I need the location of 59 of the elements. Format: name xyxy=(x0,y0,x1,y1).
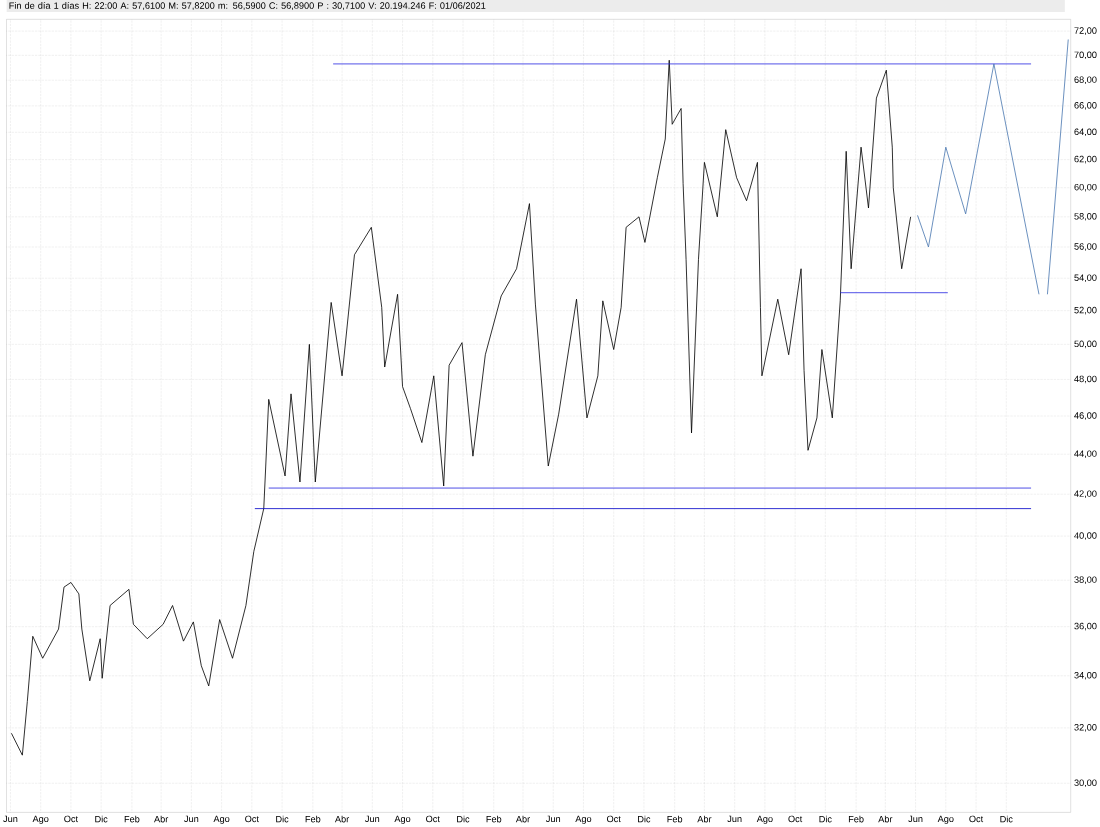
x-tick-label: Abr xyxy=(334,815,350,823)
x-tick-label: Oct xyxy=(245,815,259,823)
y-tick-label: 38,00 xyxy=(1074,576,1097,585)
x-tick-label: Dic xyxy=(638,815,651,823)
x-tick-label: Jun xyxy=(908,815,923,823)
x-tick-label: Jun xyxy=(184,815,199,823)
x-tick-label: Ago xyxy=(32,815,49,824)
x-tick-label: Oct xyxy=(607,815,621,823)
x-tick-label: Abr xyxy=(878,815,893,823)
x-tick-label: Ago xyxy=(937,815,954,824)
y-tick-label: 36,00 xyxy=(1074,622,1097,631)
x-tick-label: Oct xyxy=(64,815,78,823)
x-tick-label: Oct xyxy=(788,815,803,823)
y-tick-label: 66,00 xyxy=(1074,102,1097,110)
y-tick-label: 52,00 xyxy=(1074,306,1097,315)
x-tick-label: Dic xyxy=(457,815,470,823)
x-tick-label: Jun xyxy=(365,815,380,823)
y-tick-label: 60,00 xyxy=(1074,183,1097,192)
x-tick-label: Oct xyxy=(426,815,440,823)
x-tick-label: Jun xyxy=(3,815,18,823)
x-tick-label: Ago xyxy=(575,815,592,824)
x-tick-label: Jun xyxy=(727,815,742,823)
line-series xyxy=(917,63,1040,295)
y-tick-label: 72,00 xyxy=(1074,27,1097,35)
y-tick-label: 34,00 xyxy=(1074,672,1097,680)
y-tick-label: 44,00 xyxy=(1074,450,1097,459)
y-tick-label: 70,00 xyxy=(1074,51,1097,60)
y-tick-label: 42,00 xyxy=(1074,490,1097,499)
y-tick-label: 62,00 xyxy=(1074,155,1097,164)
x-tick-label: Feb xyxy=(305,815,321,823)
x-tick-label: Ago xyxy=(213,815,230,824)
y-tick-label: 48,00 xyxy=(1074,375,1097,384)
x-tick-label: Feb xyxy=(848,815,864,823)
y-tick-label: 54,00 xyxy=(1074,274,1097,283)
x-tick-label: Oct xyxy=(969,815,984,823)
y-tick-label: 56,00 xyxy=(1074,243,1097,251)
x-tick-label: Abr xyxy=(515,815,530,823)
chart-title: Fin de día 1 días H: 22:00 A: 57,6100 M: 57,8200 m: 56,5900 C: 56,8900 P : 30,7100 V: 20.194.246 F: 01/06/2021 xyxy=(9,2,486,10)
x-tick-label: Abr xyxy=(154,815,169,823)
x-tick-label: Dic xyxy=(95,815,108,823)
x-tick-label: Dic xyxy=(276,815,289,823)
y-tick-label: 30,00 xyxy=(1074,779,1097,788)
x-tick-label: Dic xyxy=(819,815,832,823)
x-tick-label: Dic xyxy=(1000,815,1013,823)
y-tick-label: 64,00 xyxy=(1074,128,1097,137)
x-tick-label: Feb xyxy=(124,815,140,823)
x-tick-label: Jun xyxy=(545,815,561,823)
y-tick-label: 68,00 xyxy=(1074,76,1097,85)
y-tick-label: 46,00 xyxy=(1074,412,1097,420)
y-tick-label: 32,00 xyxy=(1074,724,1097,732)
x-tick-label: Feb xyxy=(667,815,683,823)
x-tick-label: Ago xyxy=(394,815,411,824)
x-tick-label: Feb xyxy=(486,815,502,823)
y-tick-label: 50,00 xyxy=(1074,340,1097,349)
x-tick-label: Ago xyxy=(756,815,773,824)
line-series xyxy=(11,59,912,756)
y-tick-label: 58,00 xyxy=(1074,213,1097,221)
y-tick-label: 40,00 xyxy=(1074,532,1097,540)
x-tick-label: Abr xyxy=(697,815,712,823)
